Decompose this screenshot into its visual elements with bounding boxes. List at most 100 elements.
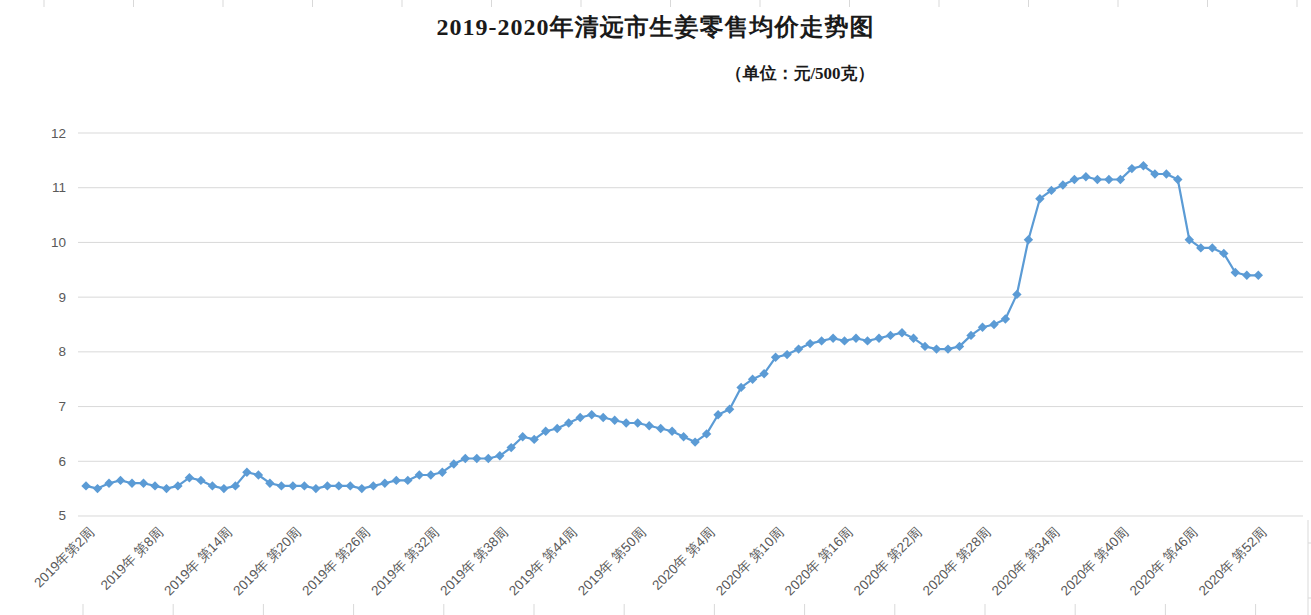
- data-point-marker: [863, 336, 872, 345]
- data-point-marker: [1219, 249, 1228, 258]
- data-point-marker: [127, 479, 136, 488]
- y-axis-tick-label: 7: [58, 399, 66, 414]
- x-axis-tick-label: 2019年 第38周: [437, 525, 511, 599]
- data-point-marker: [782, 350, 791, 359]
- data-point-marker: [369, 481, 378, 490]
- data-point-marker: [1024, 235, 1033, 244]
- y-axis-tick-label: 12: [51, 126, 66, 141]
- data-point-marker: [828, 334, 837, 343]
- y-axis-tick-label: 10: [51, 235, 66, 250]
- data-point-marker: [576, 413, 585, 422]
- data-point-marker: [93, 484, 102, 493]
- x-axis-tick-label: 2020年 第46周: [1127, 525, 1201, 599]
- y-axis-tick-label: 9: [58, 290, 66, 305]
- data-point-marker: [1242, 271, 1251, 280]
- data-point-marker: [403, 476, 412, 485]
- data-point-marker: [1070, 175, 1079, 184]
- data-point-marker: [805, 339, 814, 348]
- data-point-marker: [713, 410, 722, 419]
- chart-canvas: 567891011122019年第2周2019年 第8周2019年 第14周20…: [0, 0, 1311, 615]
- data-point-marker: [1001, 314, 1010, 323]
- data-point-marker: [817, 336, 826, 345]
- data-point-marker: [587, 410, 596, 419]
- data-point-marker: [461, 454, 470, 463]
- chart-title: 2019-2020年清远市生姜零售均价走势图: [0, 11, 1311, 43]
- data-point-marker: [139, 479, 148, 488]
- data-point-marker: [656, 424, 665, 433]
- data-point-marker: [208, 481, 217, 490]
- data-point-marker: [81, 481, 90, 490]
- data-point-marker: [334, 481, 343, 490]
- data-point-marker: [679, 432, 688, 441]
- data-point-marker: [886, 331, 895, 340]
- price-line-series: [86, 166, 1258, 489]
- data-point-marker: [943, 344, 952, 353]
- y-axis-tick-label: 8: [58, 344, 66, 359]
- data-point-marker: [323, 481, 332, 490]
- data-point-marker: [874, 334, 883, 343]
- data-point-marker: [150, 481, 159, 490]
- x-axis-tick-label: 2019年 第20周: [230, 525, 304, 599]
- data-point-marker: [725, 405, 734, 414]
- data-point-marker: [840, 336, 849, 345]
- x-axis-tick-label: 2020年 第4周: [649, 525, 717, 593]
- data-point-marker: [196, 476, 205, 485]
- x-axis-tick-label: 2020年 第34周: [989, 525, 1063, 599]
- data-point-marker: [288, 481, 297, 490]
- data-point-marker: [932, 344, 941, 353]
- data-point-marker: [1162, 169, 1171, 178]
- data-point-marker: [346, 481, 355, 490]
- data-point-marker: [426, 470, 435, 479]
- y-axis-tick-label: 6: [58, 454, 66, 469]
- data-point-marker: [599, 413, 608, 422]
- data-point-marker: [645, 421, 654, 430]
- data-point-marker: [622, 418, 631, 427]
- x-axis-tick-label: 2019年 第50周: [575, 525, 649, 599]
- y-axis-tick-label: 5: [58, 508, 66, 523]
- data-point-marker: [162, 484, 171, 493]
- x-axis-tick-label: 2020年 第40周: [1058, 525, 1132, 599]
- data-point-marker: [633, 418, 642, 427]
- x-axis-tick-label: 2019年 第32周: [368, 525, 442, 599]
- data-point-marker: [1058, 180, 1067, 189]
- x-axis-tick-label: 2020年 第52周: [1196, 525, 1270, 599]
- data-point-marker: [415, 470, 424, 479]
- data-point-marker: [392, 476, 401, 485]
- data-point-marker: [116, 476, 125, 485]
- x-axis-tick-label: 2019年第2周: [31, 525, 97, 591]
- data-point-marker: [484, 454, 493, 463]
- data-point-marker: [357, 484, 366, 493]
- data-point-marker: [277, 481, 286, 490]
- data-point-marker: [553, 424, 562, 433]
- data-point-marker: [851, 334, 860, 343]
- ginger-price-chart: 567891011122019年第2周2019年 第8周2019年 第14周20…: [0, 0, 1311, 615]
- data-point-marker: [610, 416, 619, 425]
- data-point-marker: [1231, 268, 1240, 277]
- y-axis-tick-label: 11: [52, 180, 66, 195]
- data-point-marker: [989, 320, 998, 329]
- data-point-marker: [219, 484, 228, 493]
- chart-unit-label: （单位：元/500克）: [520, 62, 1080, 85]
- x-axis-tick-label: 2019年 第14周: [161, 525, 235, 599]
- data-point-marker: [1173, 175, 1182, 184]
- data-point-marker: [104, 479, 113, 488]
- data-point-marker: [897, 328, 906, 337]
- data-point-marker: [1093, 175, 1102, 184]
- data-point-marker: [1012, 290, 1021, 299]
- x-axis-tick-label: 2019年 第44周: [506, 525, 580, 599]
- x-axis-tick-label: 2019年 第26周: [299, 525, 373, 599]
- data-point-marker: [564, 418, 573, 427]
- x-axis-tick-label: 2020年 第10周: [713, 525, 787, 599]
- data-point-marker: [794, 344, 803, 353]
- data-point-marker: [300, 481, 309, 490]
- data-point-marker: [1208, 243, 1217, 252]
- data-point-marker: [1254, 271, 1263, 280]
- data-point-marker: [1104, 175, 1113, 184]
- x-axis-tick-label: 2020年 第16周: [782, 525, 856, 599]
- data-point-marker: [311, 484, 320, 493]
- data-point-marker: [472, 454, 481, 463]
- data-point-marker: [380, 479, 389, 488]
- data-point-marker: [1081, 172, 1090, 181]
- x-axis-tick-label: 2019年 第8周: [98, 525, 166, 593]
- data-point-marker: [667, 427, 676, 436]
